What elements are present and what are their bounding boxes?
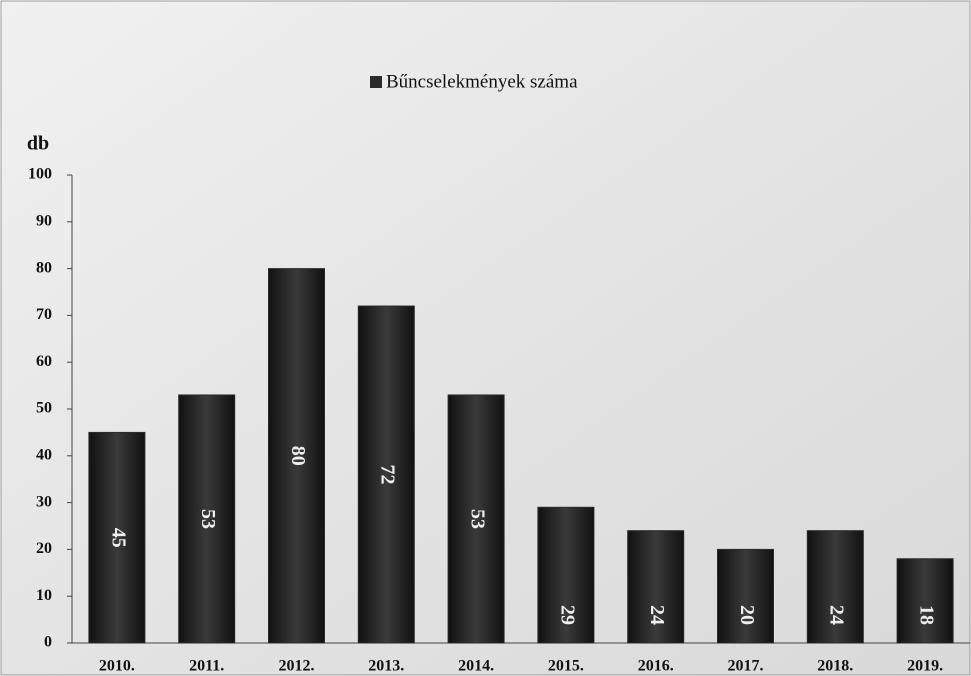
data-label: 72 bbox=[377, 465, 399, 485]
bar bbox=[178, 394, 236, 644]
data-label: 80 bbox=[287, 446, 309, 466]
y-tick-label: 30 bbox=[36, 493, 52, 510]
y-tick-label: 20 bbox=[36, 540, 52, 557]
x-tick-label: 2017. bbox=[728, 658, 764, 675]
y-tick-label: 100 bbox=[28, 166, 52, 183]
bar bbox=[896, 558, 954, 644]
data-label: 53 bbox=[467, 509, 489, 529]
data-label: 45 bbox=[107, 528, 129, 548]
x-tick-label: 2015. bbox=[548, 658, 584, 675]
y-tick-label: 50 bbox=[36, 400, 52, 417]
bar bbox=[717, 548, 774, 644]
data-label: 24 bbox=[826, 605, 848, 625]
x-tick-label: 2012. bbox=[279, 658, 315, 675]
x-tick-label: 2019. bbox=[907, 658, 943, 675]
x-tick-label: 2010. bbox=[99, 658, 135, 675]
x-tick-label: 2018. bbox=[817, 658, 853, 675]
y-tick-label: 80 bbox=[36, 259, 52, 276]
legend-swatch bbox=[370, 76, 382, 88]
bar bbox=[88, 431, 146, 644]
data-label: 53 bbox=[197, 509, 219, 529]
data-label: 24 bbox=[646, 605, 668, 625]
y-tick-label: 60 bbox=[36, 353, 52, 370]
bar bbox=[627, 530, 685, 644]
bar bbox=[806, 530, 864, 644]
data-label: 20 bbox=[736, 605, 758, 625]
data-label: 29 bbox=[556, 605, 578, 625]
y-tick-label: 70 bbox=[36, 306, 52, 323]
y-tick-label: 0 bbox=[44, 634, 52, 651]
y-tick-label: 10 bbox=[36, 587, 52, 604]
x-tick-label: 2013. bbox=[368, 658, 404, 675]
legend-label: Bűncselekmények száma bbox=[386, 71, 578, 92]
x-tick-label: 2016. bbox=[638, 658, 674, 675]
bar bbox=[447, 394, 505, 644]
bar bbox=[357, 305, 415, 644]
y-tick-label: 90 bbox=[36, 212, 52, 229]
y-axis-label: db bbox=[27, 133, 49, 155]
x-tick-label: 2011. bbox=[189, 658, 224, 675]
y-tick-label: 40 bbox=[36, 446, 52, 463]
x-tick-label: 2014. bbox=[458, 658, 494, 675]
data-label: 18 bbox=[916, 605, 938, 625]
bar bbox=[268, 268, 325, 644]
bar bbox=[537, 506, 595, 644]
